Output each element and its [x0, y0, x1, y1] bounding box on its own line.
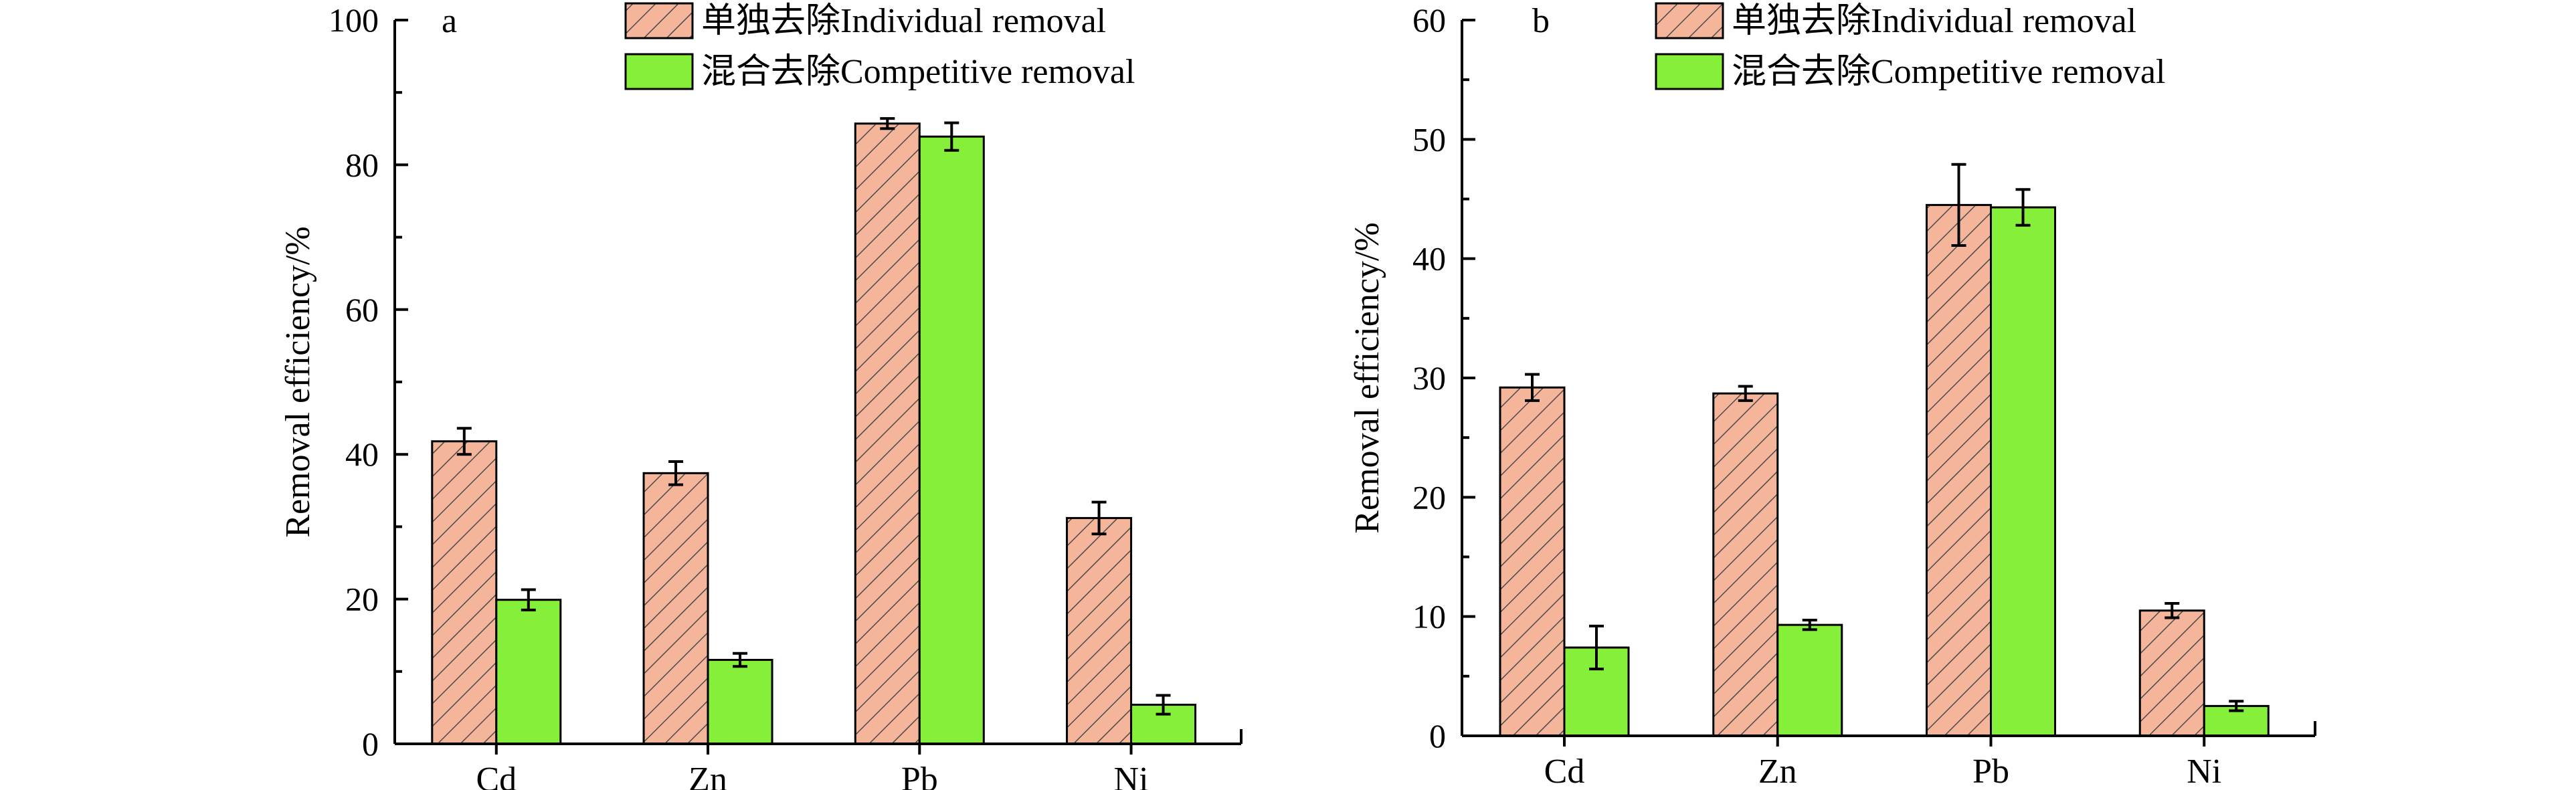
x-tick-label-a-pb: Pb — [901, 761, 938, 790]
bar-a-individual-ni — [1066, 516, 1133, 745]
bar-b-individual-ni — [2138, 609, 2205, 737]
y-tick-label-b-40: 40 — [1412, 240, 1446, 278]
legend-b-individual-swatch — [1655, 2, 1724, 39]
bar-b-competitive-pb — [1990, 206, 2056, 737]
y-tick-label-b-60: 60 — [1412, 1, 1446, 39]
y-tick-label-b-0: 0 — [1429, 717, 1446, 755]
bar-b-individual-pb — [1926, 203, 1992, 737]
bar-b-individual-zn — [1712, 392, 1779, 737]
legend-a: 单独去除Individual removal 混合去除Competitive r… — [624, 2, 1135, 91]
x-tick-label-a-cd: Cd — [476, 761, 517, 790]
y-tick-label-b-30: 30 — [1412, 359, 1446, 397]
bar-a-individual-zn — [642, 472, 709, 745]
panel-letter-a: a — [442, 2, 457, 40]
bar-a-competitive-zn — [707, 658, 773, 745]
y-tick-label-b-50: 50 — [1412, 120, 1446, 158]
y-tick-label-a-60: 60 — [345, 291, 379, 328]
legend-a-competitive-swatch — [624, 53, 694, 90]
legend-a-competitive-label: 混合去除Competitive removal — [701, 53, 1135, 91]
chart-panel-a: a 单独去除Individual removal 混合去除Competitive… — [279, 1, 1243, 790]
panel-letter-b: b — [1532, 2, 1550, 40]
bar-b-competitive-ni — [2203, 704, 2270, 737]
bar-b-competitive-zn — [1776, 623, 1843, 737]
x-tick-label-a-zn: Zn — [688, 761, 727, 790]
legend-b-individual-label: 单独去除Individual removal — [1732, 2, 2136, 40]
y-axis-title-b: Removal efficiency/% — [1348, 222, 1386, 533]
legend-a-individual-swatch — [624, 2, 694, 39]
y-tick-label-a-100: 100 — [329, 1, 379, 39]
legend-b-competitive-label: 混合去除Competitive removal — [1732, 53, 2165, 91]
bar-a-competitive-cd — [495, 599, 562, 745]
y-tick-label-b-10: 10 — [1412, 598, 1446, 635]
bar-a-individual-pb — [854, 122, 921, 745]
y-tick-label-a-80: 80 — [345, 146, 379, 183]
legend-b: 单独去除Individual removal 混合去除Competitive r… — [1655, 2, 2165, 91]
bar-a-individual-cd — [431, 440, 498, 745]
x-tick-label-b-ni: Ni — [2187, 753, 2221, 790]
x-tick-label-b-pb: Pb — [1972, 753, 2009, 790]
y-axis-title-a: Removal efficiency/% — [279, 226, 317, 537]
y-tick-label-b-20: 20 — [1412, 478, 1446, 516]
y-tick-label-a-0: 0 — [362, 725, 379, 763]
x-tick-label-b-cd: Cd — [1544, 753, 1585, 790]
legend-b-competitive-swatch — [1655, 53, 1724, 90]
legend-a-individual-label: 单独去除Individual removal — [701, 2, 1106, 40]
y-tick-label-a-20: 20 — [345, 581, 379, 618]
bar-b-individual-cd — [1499, 386, 1566, 737]
x-tick-label-b-zn: Zn — [1758, 753, 1797, 790]
chart-panel-b: b 单独去除Individual removal 混合去除Competitive… — [1348, 1, 2316, 790]
bar-a-competitive-pb — [918, 135, 985, 745]
y-tick-label-a-40: 40 — [345, 435, 379, 473]
x-tick-label-a-ni: Ni — [1114, 761, 1149, 790]
